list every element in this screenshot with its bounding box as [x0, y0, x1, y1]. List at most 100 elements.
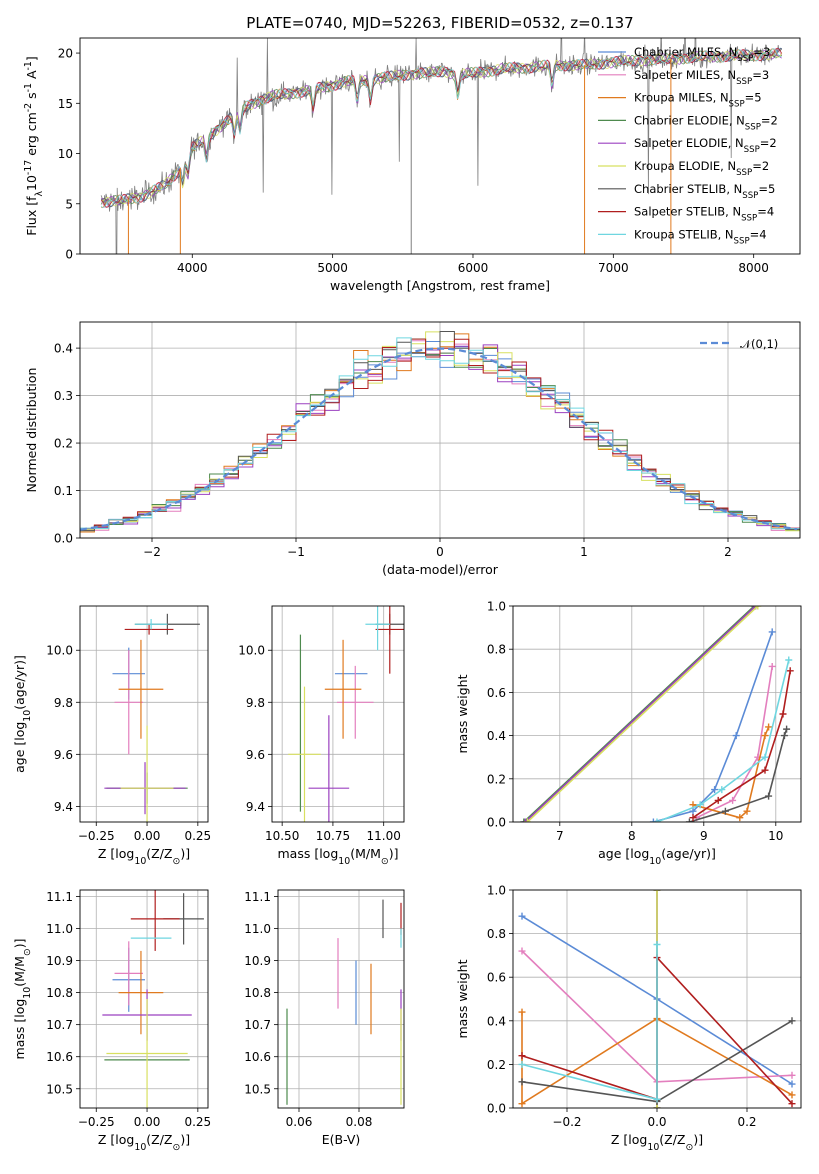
legend-label-5: Kroupa ELODIE, NSSP=2 — [634, 159, 769, 178]
legend-label-3: Chabrier ELODIE, NSSP=2 — [634, 113, 778, 132]
y-tick-label: 0.0 — [487, 816, 506, 830]
x-tick-label: 5000 — [317, 261, 348, 275]
y-tick-label: 10.6 — [46, 1050, 73, 1064]
y-tick-label: 0.0 — [54, 532, 73, 546]
x-axis-label: (data-model)/error — [382, 562, 499, 577]
weight-point-0 — [711, 786, 719, 794]
weight-point-7 — [786, 667, 794, 675]
y-tick-label: 10 — [58, 147, 73, 161]
weight-point-2 — [761, 732, 769, 740]
legend-label-4: Salpeter ELODIE, NSSP=2 — [634, 136, 777, 155]
weight-point-2 — [518, 1008, 526, 1016]
legend-label-1: Salpeter MILES, NSSP=3 — [634, 68, 769, 87]
x-tick-label: 2 — [724, 545, 732, 559]
model-spectrum-6 — [100, 47, 782, 208]
legend-label-7: Salpeter STELIB, NSSP=4 — [634, 205, 774, 224]
weight-point-8 — [785, 656, 793, 664]
panel-weight_vs_age: 7 8 9 10 0.0 0.2 0.4 0.6 0.8 1.0 age [log10(age/yr… — [455, 600, 802, 867]
model-spectrum-8 — [100, 48, 782, 208]
plot-area — [80, 331, 800, 533]
plot-area — [288, 606, 404, 822]
x-axis-label: Z [log10(Z/Z⊙)] — [611, 1132, 703, 1153]
legend-label-normal: 𝒩(0,1) — [740, 337, 778, 351]
weight-point-2 — [788, 1091, 796, 1099]
y-tick-label: 11.1 — [244, 890, 271, 904]
weight-point-1 — [518, 947, 526, 955]
x-tick-label: 0.25 — [184, 829, 211, 843]
x-axis-label: age [log10(age/yr)] — [598, 846, 716, 867]
x-tick-label: 10.50 — [265, 829, 299, 843]
x-tick-label: −0.25 — [78, 829, 115, 843]
axes-frame — [79, 321, 801, 539]
x-tick-label: 9 — [700, 829, 708, 843]
weight-point-5 — [754, 606, 762, 610]
x-tick-label: 6000 — [458, 261, 489, 275]
weight-point-0 — [689, 807, 697, 815]
weight-point-1 — [768, 662, 776, 670]
x-tick-label: 8 — [628, 829, 636, 843]
y-tick-label: 9.4 — [54, 800, 73, 814]
y-tick-label: 0.6 — [487, 686, 506, 700]
weight-point-2 — [765, 723, 773, 731]
x-axis-label: wavelength [Angstrom, rest frame] — [330, 278, 550, 293]
x-tick-label: 1 — [580, 545, 588, 559]
weight-point-8 — [518, 1060, 526, 1068]
y-axis-label: age [log10(age/yr)] — [12, 655, 33, 773]
weight-point-6 — [518, 1078, 526, 1086]
plot-area — [286, 899, 402, 1105]
weight-point-8 — [653, 941, 661, 948]
x-tick-label: 0.0 — [647, 1115, 666, 1129]
weight-point-3 — [520, 818, 528, 822]
weight-point-5 — [523, 818, 531, 822]
x-tick-label: −2 — [143, 545, 161, 559]
panel-spectrum: 4000 5000 6000 7000 8000 0 5 10 15 20 wavelength [… — [23, 37, 801, 293]
y-tick-label: 10.5 — [244, 1082, 271, 1096]
y-tick-label: 1.0 — [487, 884, 506, 898]
weight-line-4 — [524, 606, 757, 822]
x-tick-label: 0 — [436, 545, 444, 559]
plot-area — [104, 613, 200, 822]
weight-point-1 — [788, 1071, 796, 1079]
y-tick-label: 0.2 — [487, 772, 506, 786]
weight-point-8 — [761, 753, 769, 761]
axes-frame — [271, 605, 405, 823]
weight-point-4 — [521, 818, 529, 822]
weight-point-7 — [518, 1052, 526, 1060]
y-tick-label: 0.8 — [487, 927, 506, 941]
weight-point-7 — [788, 1100, 796, 1108]
y-tick-label: 0.4 — [54, 342, 73, 356]
y-axis-label: mass weight — [455, 674, 470, 753]
legend-label-0: Chabrier MILES, NSSP=3 — [634, 45, 770, 64]
plot-area — [520, 606, 794, 822]
model-spectrum-5 — [100, 49, 783, 207]
y-tick-label: 0.4 — [487, 729, 506, 743]
figure-title: PLATE=0740, MJD=52263, FIBERID=0532, z=0… — [246, 14, 633, 32]
x-tick-label: −0.2 — [552, 1115, 581, 1129]
weight-point-0 — [649, 818, 657, 822]
y-tick-label: 1.0 — [487, 600, 506, 614]
axes-frame — [79, 37, 801, 255]
weight-point-8 — [653, 1095, 661, 1103]
y-tick-label: 11.1 — [46, 890, 73, 904]
x-tick-label: 0.2 — [737, 1115, 756, 1129]
x-tick-label: 0.25 — [184, 1115, 211, 1129]
weight-point-6 — [685, 818, 693, 822]
y-tick-label: 0.1 — [54, 484, 73, 498]
normal-curve — [80, 347, 798, 531]
x-tick-label: 8000 — [738, 261, 769, 275]
legend-label-2: Kroupa MILES, NSSP=5 — [634, 91, 762, 110]
x-tick-label: 0.00 — [134, 829, 161, 843]
x-tick-label: 10.75 — [316, 829, 350, 843]
residual-histogram-7 — [80, 338, 800, 529]
weight-point-2 — [743, 807, 751, 815]
y-tick-label: 9.8 — [246, 696, 265, 710]
y-axis-label: Flux [fλ10-17 erg cm-2 s-1 A-1] — [23, 56, 45, 235]
weight-point-0 — [518, 912, 526, 920]
panel-weight_vs_Z: −0.2 0.0 0.2 0.0 0.2 0.4 0.6 0.8 1.0 Z [log10(Z/Z… — [455, 884, 802, 1153]
weight-point-8 — [718, 786, 726, 794]
weight-line-3 — [523, 606, 755, 822]
y-tick-label: 10.5 — [46, 1082, 73, 1096]
y-tick-label: 0.0 — [487, 1102, 506, 1116]
weight-line-5 — [526, 606, 759, 822]
